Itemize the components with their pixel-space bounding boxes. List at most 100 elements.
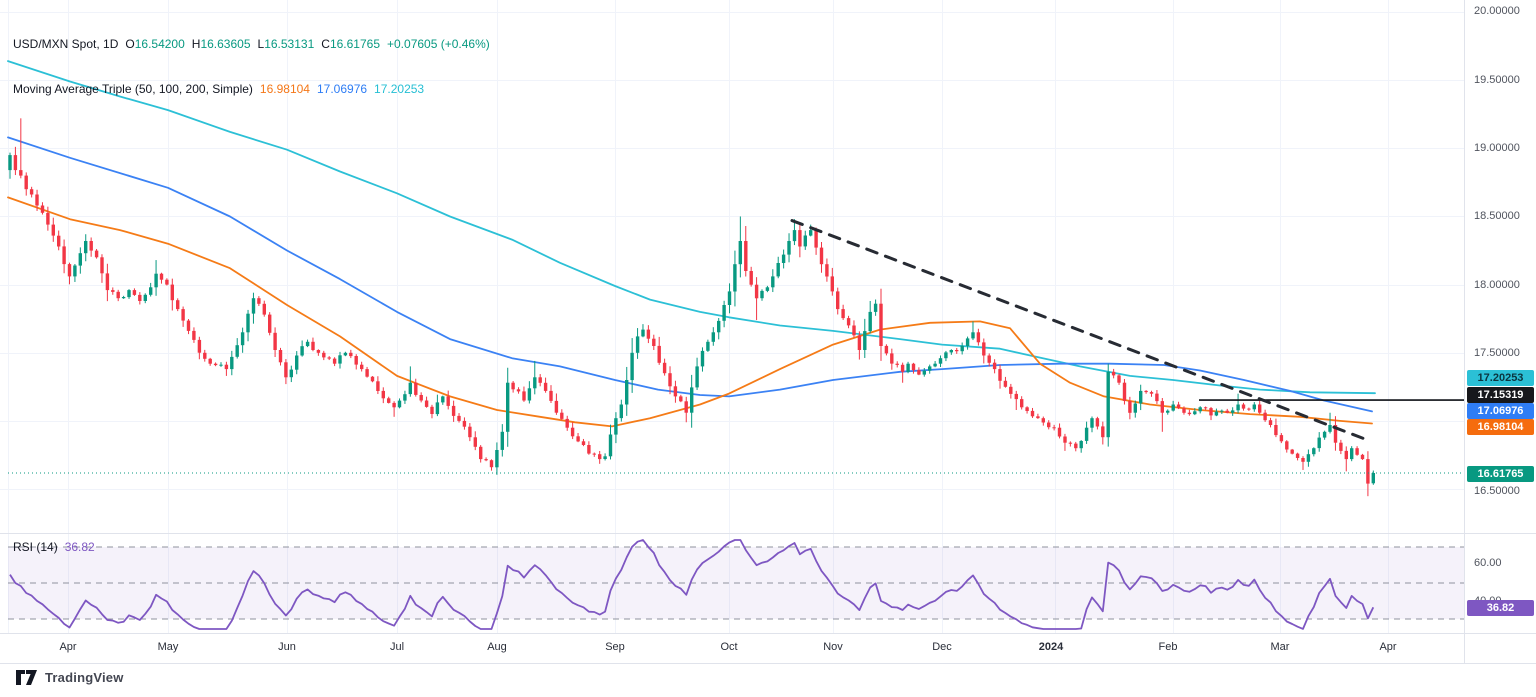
candle-body: [1052, 427, 1056, 429]
rsi-line[interactable]: [9, 539, 1375, 630]
candle-body: [51, 224, 55, 236]
rsi-period-value: (14): [36, 540, 58, 554]
candle-body: [852, 325, 856, 336]
candle-body: [1160, 401, 1164, 413]
candle-body: [635, 336, 640, 353]
candle-body: [343, 352, 348, 356]
candle-body: [149, 287, 153, 295]
time-axis-label: Sep: [605, 641, 625, 653]
candle-body: [733, 264, 737, 292]
time-axis-label: Aug: [487, 641, 507, 653]
candle-body: [695, 366, 699, 388]
candle-body: [213, 363, 218, 366]
price-scale[interactable]: 20.00000 19.50000 19.00000 18.50000 18.00000…: [1464, 0, 1536, 663]
candle-body: [662, 362, 667, 374]
candle-body: [673, 386, 678, 397]
candle-body: [441, 396, 445, 403]
ma-legend-row[interactable]: Moving Average Triple (50, 100, 200, Sim…: [13, 82, 490, 97]
candle-body: [906, 363, 910, 372]
candle-body: [1139, 390, 1143, 404]
time-axis-label: Apr: [59, 641, 77, 653]
candle-body: [976, 332, 981, 343]
candle-body: [40, 205, 45, 213]
chart-bottom-frame: [0, 663, 1536, 664]
candle-body: [787, 241, 791, 255]
candle-body: [1090, 418, 1094, 428]
candle-body: [24, 175, 28, 190]
rsi-legend[interactable]: RSI (14) 36.82: [13, 540, 95, 554]
candle-body: [19, 170, 23, 176]
candle-body: [619, 404, 623, 419]
symbol-title: USD/MXN Spot, 1D: [13, 37, 119, 51]
descending-trendline[interactable]: [790, 219, 1373, 443]
candle-body: [549, 390, 553, 401]
candle-body: [224, 364, 229, 370]
candle-body: [235, 345, 239, 357]
candle-body: [1117, 375, 1121, 383]
pane-divider[interactable]: [0, 533, 1536, 534]
candle-body: [500, 431, 504, 450]
candle-body: [419, 395, 423, 401]
candle-body: [1355, 448, 1359, 455]
candle-body: [792, 230, 797, 242]
candle-body: [116, 291, 120, 299]
candle-body: [911, 363, 916, 371]
ma-indicator-title: Moving Average Triple (50, 100, 200, Sim…: [13, 82, 253, 96]
price-axis-label: 18.00000: [1474, 279, 1520, 291]
candle-body: [78, 253, 82, 266]
candle-body: [652, 338, 656, 346]
candle-body: [1360, 454, 1365, 460]
candle-body: [1003, 380, 1008, 387]
candle-body: [560, 412, 564, 419]
candle-body: [1366, 459, 1370, 484]
candle-body: [370, 376, 375, 382]
candle-body: [322, 352, 326, 358]
candle-body: [446, 396, 450, 406]
tradingview-attribution[interactable]: TradingView: [16, 670, 124, 685]
candle-body: [738, 241, 742, 265]
candle-body: [1322, 431, 1327, 438]
candle-body: [776, 263, 780, 277]
candle-body: [576, 436, 580, 442]
time-scale[interactable]: Apr May Jun Jul Aug Sep Oct Nov Dec 2024 Feb Mar Apr: [0, 634, 1464, 663]
candle-body: [46, 212, 50, 225]
candle-body: [527, 388, 532, 401]
candle-body: [819, 247, 824, 265]
chart-canvas[interactable]: [0, 0, 1464, 663]
candle-body: [1155, 393, 1159, 402]
candle-body: [749, 271, 753, 285]
candle-body: [181, 309, 185, 321]
candle-body: [1182, 408, 1186, 413]
candle-body: [933, 363, 937, 367]
candle-body: [1036, 416, 1040, 419]
candle-body: [1285, 441, 1289, 450]
price-badge: 17.06976: [1467, 403, 1534, 419]
candle-body: [462, 420, 467, 427]
candle-body: [100, 257, 104, 274]
candle-body: [825, 264, 829, 277]
candle-body: [1214, 411, 1219, 416]
candle-body: [1009, 386, 1013, 394]
time-axis-label: Apr: [1379, 641, 1397, 653]
candle-body: [192, 330, 196, 340]
candle-body: [332, 358, 337, 364]
candle-body: [473, 437, 477, 447]
candle-body: [960, 345, 964, 352]
candle-body: [781, 254, 786, 263]
price-badge: 16.98104: [1467, 419, 1534, 435]
candle-body: [992, 362, 997, 370]
candle-body: [641, 329, 645, 337]
candle-body: [1236, 404, 1240, 411]
candle-body: [295, 355, 299, 370]
candle-body: [706, 341, 710, 351]
symbol-legend[interactable]: USD/MXN Spot, 1D O16.54200 H16.63605 L16.53…: [13, 7, 490, 127]
candle-body: [89, 241, 93, 251]
time-axis-label: Jun: [278, 641, 296, 653]
candle-body: [495, 450, 499, 468]
candle-body: [1295, 453, 1300, 458]
candle-body: [949, 350, 953, 353]
rsi-title: RSI: [13, 540, 34, 554]
price-badge: 17.15319: [1467, 387, 1534, 403]
candle-body: [138, 294, 142, 301]
